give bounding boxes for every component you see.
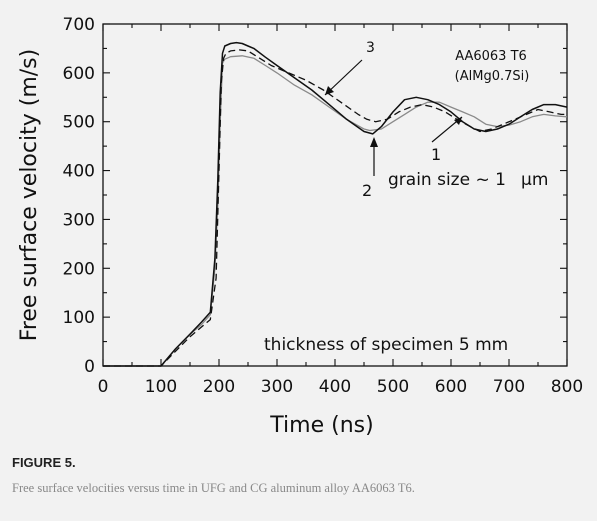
material-label: AA6063 T6 [455, 49, 527, 64]
grain-size-label: grain size ~ 1 [388, 170, 506, 190]
curve-label-2: 2 [362, 181, 372, 200]
curve-label-3: 3 [366, 40, 375, 56]
x-tick-label: 200 [203, 377, 235, 397]
thickness-label: thickness of specimen 5 mm [264, 335, 508, 355]
grain-size-unit: μm [521, 170, 548, 190]
y-tick-label: 600 [63, 64, 95, 84]
axes: 0 100 200 300 400 500 600 700 800 0 100 200 300 400 50… [63, 15, 584, 397]
curve-3-arrowhead [325, 86, 334, 95]
y-tick-label: 400 [63, 162, 95, 182]
curve-2-arrowhead [370, 137, 378, 147]
y-tick-label: 500 [63, 113, 95, 133]
x-tick-label: 800 [551, 377, 583, 397]
x-tick-label: 0 [98, 377, 109, 397]
x-axis-title: Time (ns) [269, 413, 373, 438]
y-tick-label: 300 [63, 210, 95, 230]
y-tick-label: 200 [63, 259, 95, 279]
x-tick-label: 700 [493, 377, 525, 397]
chart: 0 100 200 300 400 500 600 700 800 0 100 200 300 400 50… [17, 15, 584, 438]
y-tick-label: 700 [63, 15, 95, 35]
series-line-2 [103, 41, 568, 367]
y-tick-label: 100 [63, 308, 95, 328]
x-tick-label: 300 [261, 377, 293, 397]
curve-label-1: 1 [431, 145, 441, 164]
series-line-3 [103, 49, 567, 367]
y-axis-title: Free surface velocity (m/s) [17, 49, 42, 341]
figure-caption: Free surface velocities versus time in U… [12, 481, 415, 495]
curve-1-arrowhead [454, 117, 462, 125]
x-tick-label: 400 [319, 377, 351, 397]
figure-label: FIGURE 5. [12, 455, 76, 470]
y-tick-label: 0 [84, 357, 95, 377]
series-lines [103, 41, 568, 367]
x-tick-label: 600 [435, 377, 467, 397]
x-tick-label: 100 [145, 377, 177, 397]
x-tick-label: 500 [377, 377, 409, 397]
material-composition: (AlMg0.7Si) [455, 69, 530, 84]
series-line-1 [103, 55, 568, 367]
